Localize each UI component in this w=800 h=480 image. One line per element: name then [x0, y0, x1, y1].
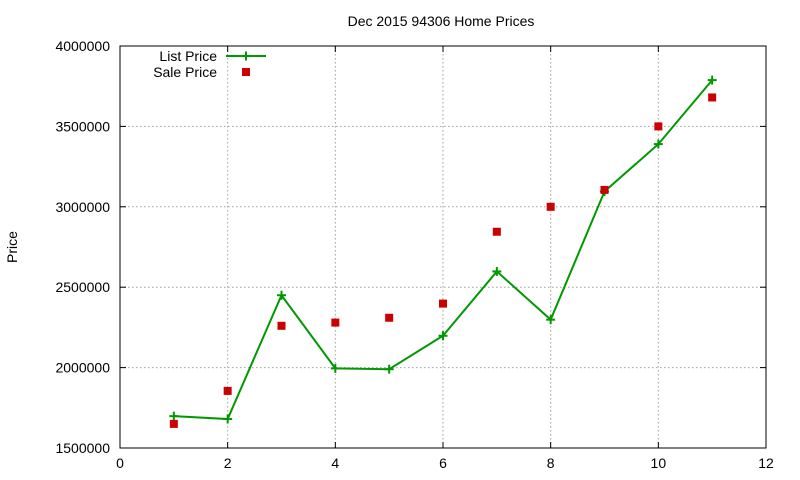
data-point — [492, 227, 501, 236]
legend-label: Sale Price — [153, 64, 217, 80]
data-point — [600, 185, 609, 194]
x-tick-label: 6 — [439, 455, 447, 471]
data-point — [169, 419, 178, 428]
y-axis-label: Price — [4, 231, 20, 263]
series-group — [169, 75, 717, 428]
data-point — [708, 93, 717, 102]
data-point — [707, 75, 717, 85]
grid — [120, 46, 766, 448]
legend-swatch-marker — [242, 68, 250, 76]
y-tick-label: 3000000 — [55, 199, 110, 215]
data-point — [654, 122, 663, 131]
data-point — [439, 299, 447, 308]
data-point — [653, 139, 663, 149]
data-point — [277, 321, 286, 330]
x-tick-label: 2 — [224, 455, 232, 471]
chart-title: Dec 2015 94306 Home Prices — [348, 13, 535, 29]
legend-swatch-marker — [241, 51, 251, 61]
x-tick-label: 8 — [547, 455, 555, 471]
y-tick-label: 4000000 — [55, 38, 110, 54]
data-point — [169, 411, 179, 421]
legend-item: List Price — [159, 48, 266, 64]
legend-item: Sale Price — [153, 64, 250, 80]
data-point — [330, 363, 340, 373]
data-point — [546, 315, 556, 325]
series-sale-price — [169, 93, 717, 428]
y-tick-label: 2500000 — [55, 279, 110, 295]
data-point — [492, 266, 502, 276]
data-point — [277, 290, 286, 300]
data-point — [385, 313, 394, 322]
data-point — [546, 202, 555, 211]
data-point — [223, 414, 233, 424]
axis-ticks: 0 2 4 6 8 10 12 1500000 2000000 2500000 3000000 350… — [55, 38, 774, 471]
y-tick-label: 2000000 — [55, 360, 110, 376]
data-point — [384, 364, 394, 374]
data-point — [331, 318, 340, 327]
x-tick-label: 0 — [116, 455, 124, 471]
x-tick-label: 12 — [758, 455, 774, 471]
x-tick-label: 10 — [651, 455, 667, 471]
x-tick-label: 4 — [331, 455, 339, 471]
y-tick-label: 1500000 — [55, 440, 110, 456]
legend-label: List Price — [159, 48, 217, 64]
y-tick-label: 3500000 — [55, 118, 110, 134]
data-point — [223, 386, 232, 395]
data-point — [438, 331, 448, 341]
